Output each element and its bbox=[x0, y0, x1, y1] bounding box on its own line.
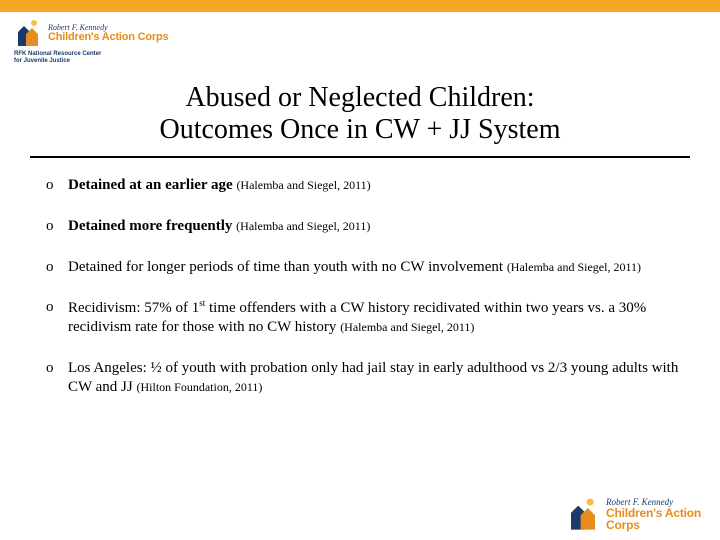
bullet-item: Detained more frequently (Halemba and Si… bbox=[46, 217, 686, 236]
logo-cac-text: Children's Action Corps bbox=[606, 507, 706, 531]
bullet-item: Recidivism: 57% of 1st time offenders wi… bbox=[46, 298, 686, 337]
bullet-citation: (Halemba and Siegel, 2011) bbox=[236, 219, 370, 233]
logo-subtitle: RFK National Resource Center for Juvenil… bbox=[14, 51, 174, 64]
slide-top-bar bbox=[0, 0, 720, 12]
slide-title: Abused or Neglected Children: Outcomes O… bbox=[0, 82, 720, 146]
bullet-citation: (Halemba and Siegel, 2011) bbox=[507, 260, 641, 274]
logo-mark-icon bbox=[14, 18, 42, 48]
logo-cac-text: Children's Action Corps bbox=[48, 32, 168, 43]
bullet-item: Detained at an earlier age (Halemba and … bbox=[46, 176, 686, 195]
bullet-item: Los Angeles: ½ of youth with probation o… bbox=[46, 359, 686, 397]
bullet-bold: Detained more frequently bbox=[68, 218, 236, 234]
bullet-bold: Detained at an earlier age bbox=[68, 177, 236, 193]
bullet-list: Detained at an earlier age (Halemba and … bbox=[46, 176, 686, 396]
bullet-citation: (Halemba and Siegel, 2011) bbox=[236, 178, 370, 192]
logo-top-left: Robert F. Kennedy Children's Action Corp… bbox=[14, 18, 174, 64]
title-underline bbox=[30, 156, 690, 158]
title-line2: Outcomes Once in CW + JJ System bbox=[159, 114, 560, 145]
bullet-item: Detained for longer periods of time than… bbox=[46, 258, 686, 277]
bullet-text: Detained for longer periods of time than… bbox=[68, 259, 507, 275]
logo-bottom-right: Robert F. Kennedy Children's Action Corp… bbox=[566, 496, 706, 532]
content-area: Detained at an earlier age (Halemba and … bbox=[46, 176, 686, 418]
bullet-citation: (Hilton Foundation, 2011) bbox=[136, 380, 262, 394]
bullet-citation: (Halemba and Siegel, 2011) bbox=[340, 320, 474, 334]
logo-sub-line1: RFK National Resource Center bbox=[14, 51, 101, 57]
logo-sub-line2: for Juvenile Justice bbox=[14, 58, 70, 64]
slide-title-block: Abused or Neglected Children: Outcomes O… bbox=[0, 82, 720, 146]
title-line1: Abused or Neglected Children: bbox=[185, 82, 534, 113]
logo-mark-icon bbox=[566, 496, 600, 532]
